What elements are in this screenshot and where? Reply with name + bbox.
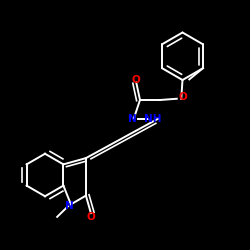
- Text: O: O: [86, 212, 95, 222]
- Text: NH: NH: [144, 114, 161, 124]
- Text: O: O: [132, 75, 140, 85]
- Text: O: O: [178, 92, 187, 102]
- Text: N: N: [65, 200, 74, 210]
- Text: N: N: [128, 114, 137, 124]
